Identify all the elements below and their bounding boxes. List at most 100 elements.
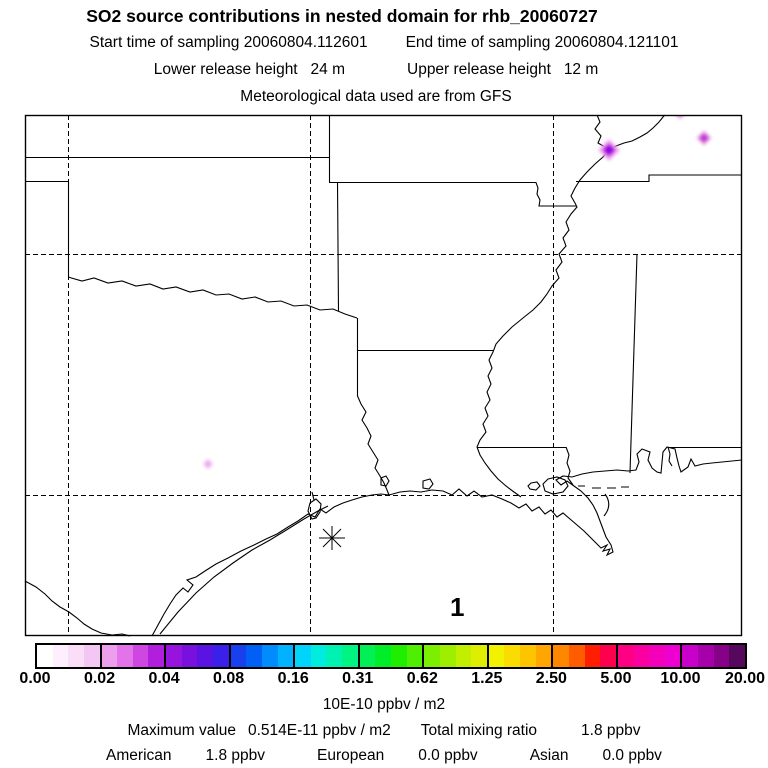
- chandeleur-islands: [603, 493, 610, 517]
- lake-pontchartrain: [542, 476, 569, 495]
- red-river: [67, 276, 358, 319]
- colorbar-tick-label: 2.50: [535, 670, 567, 687]
- colorbar-cell: [633, 645, 650, 667]
- colorbar-cell: [553, 645, 570, 667]
- barrier-island-line: [159, 505, 329, 635]
- colorbar-cell: [471, 645, 487, 667]
- colorbar-segment: [357, 645, 423, 667]
- start-time-text: Start time of sampling 20060804.112601: [89, 34, 368, 51]
- colorbar-cell: [520, 645, 536, 667]
- release-heights-line: Lower release height 24 m Upper release h…: [0, 61, 768, 79]
- colorbar-cell: [181, 645, 198, 667]
- colorbar-cell: [83, 645, 100, 667]
- coastline: [24, 446, 743, 637]
- colorbar-cell: [535, 645, 552, 667]
- ohio-river: [608, 114, 666, 151]
- colorbar-cell: [148, 645, 165, 667]
- latlon-gridlines: [25, 115, 742, 636]
- colorbar-tick-labels: 0.00 0.02 0.04 0.08 0.16 0.31 0.62 1.25 2.50 5.00…: [19, 670, 765, 690]
- sabine-lake: [380, 475, 390, 487]
- colorbar-tick-label: 20.00: [724, 670, 766, 687]
- map-frame: [24, 114, 743, 637]
- colorbar-tick-label: 1.25: [471, 670, 503, 687]
- colorbar-tick-label: 0.00: [19, 670, 51, 687]
- sabine-river-border: [356, 351, 390, 496]
- max-value-label: Maximum value: [127, 722, 236, 739]
- colorbar-tick-label: 0.02: [83, 670, 116, 687]
- colorbar-cell: [117, 645, 133, 667]
- colorbar-units-label: 10E-10 ppbv / m2: [322, 696, 446, 713]
- so2-contribution-blob-core: [700, 134, 708, 142]
- colorbar-cell: [584, 645, 601, 667]
- colorbar-segment: [615, 645, 681, 667]
- so2-contribution-blob-halo: [675, 115, 685, 120]
- colorbar-cell: [295, 645, 311, 667]
- colorbar-segment: [293, 645, 358, 667]
- colorbar-cell: [424, 645, 440, 667]
- domain-number-label: 1: [450, 592, 464, 622]
- colorbar-segment: [99, 645, 165, 667]
- colorbar-tick-label: 0.04: [148, 670, 180, 687]
- plot-title: SO2 source contributions in nested domai…: [86, 6, 598, 26]
- colorbar-cell: [68, 645, 84, 667]
- rio-grande: [24, 580, 131, 637]
- colorbar-cell: [261, 645, 278, 667]
- so2-contribution-blob-core: [205, 461, 211, 467]
- colorbar-cell: [682, 645, 699, 667]
- colorbar-cell: [326, 645, 343, 667]
- lake-maurepas: [527, 481, 541, 491]
- colorbar-cell: [729, 645, 746, 667]
- colorbar-cell: [52, 645, 69, 667]
- colorbar: [35, 643, 747, 669]
- colorbar-cell: [649, 645, 665, 667]
- mixing-ratio-label: Total mixing ratio: [420, 722, 538, 739]
- colorbar-cell: [504, 645, 521, 667]
- colorbar-cell: [600, 645, 616, 667]
- receptor-star-marker: [319, 526, 345, 550]
- end-time-text: End time of sampling 20060804.121101: [405, 34, 679, 51]
- colorbar-cell: [617, 645, 634, 667]
- sampling-times-line: Start time of sampling 20060804.112601 En…: [0, 34, 768, 52]
- colorbar-cell: [277, 645, 294, 667]
- colorbar-tick-label: 0.31: [342, 670, 374, 687]
- upper-release-text: Upper release height 12 m: [407, 61, 599, 78]
- colorbar-segment: [486, 645, 552, 667]
- stats-line: Maximum value 0.514E-11 ppbv / m2 Total …: [0, 722, 768, 740]
- colorbar-cell: [391, 645, 407, 667]
- met-data-line: Meteorological data used are from GFS: [240, 88, 512, 105]
- mississippi-river: [476, 114, 610, 498]
- colorbar-cell: [359, 645, 376, 667]
- calcasieu-lake: [422, 478, 434, 490]
- colorbar-tick-label: 0.16: [277, 670, 309, 687]
- region-american-value: 1.8 ppbv: [205, 747, 265, 764]
- so2-blob-layer: [202, 115, 712, 470]
- gulf-coastline: [151, 446, 743, 637]
- colorbar-tick-label: 10.00: [660, 670, 701, 687]
- colorbar-cell: [101, 645, 118, 667]
- colorbar-cell: [488, 645, 505, 667]
- colorbar-segment: [37, 645, 100, 667]
- colorbar-cell: [342, 645, 358, 667]
- colorbar-segment: [551, 645, 616, 667]
- colorbar-cell: [132, 645, 149, 667]
- colorbar-cell: [197, 645, 214, 667]
- colorbar-cell: [246, 645, 262, 667]
- region-asian-label: Asian: [529, 747, 569, 764]
- region-asian-value: 0.0 ppbv: [602, 747, 662, 764]
- so2-contribution-blob-core: [604, 145, 614, 155]
- colorbar-cell: [213, 645, 229, 667]
- colorbar-cell: [569, 645, 585, 667]
- lower-release-text: Lower release height 24 m: [153, 61, 345, 78]
- colorbar-cell: [310, 645, 327, 667]
- colorbar-cell: [37, 645, 53, 667]
- state-borders: [25, 115, 742, 496]
- colorbar-segment: [228, 645, 294, 667]
- galveston-bay: [307, 491, 322, 520]
- sound-islands: [578, 485, 629, 489]
- colorbar-tick-label: 5.00: [600, 670, 632, 687]
- colorbar-segment: [422, 645, 487, 667]
- mixing-ratio-value: 1.8 ppbv: [581, 722, 641, 739]
- colorbar-cell: [375, 645, 392, 667]
- colorbar-cell: [166, 645, 182, 667]
